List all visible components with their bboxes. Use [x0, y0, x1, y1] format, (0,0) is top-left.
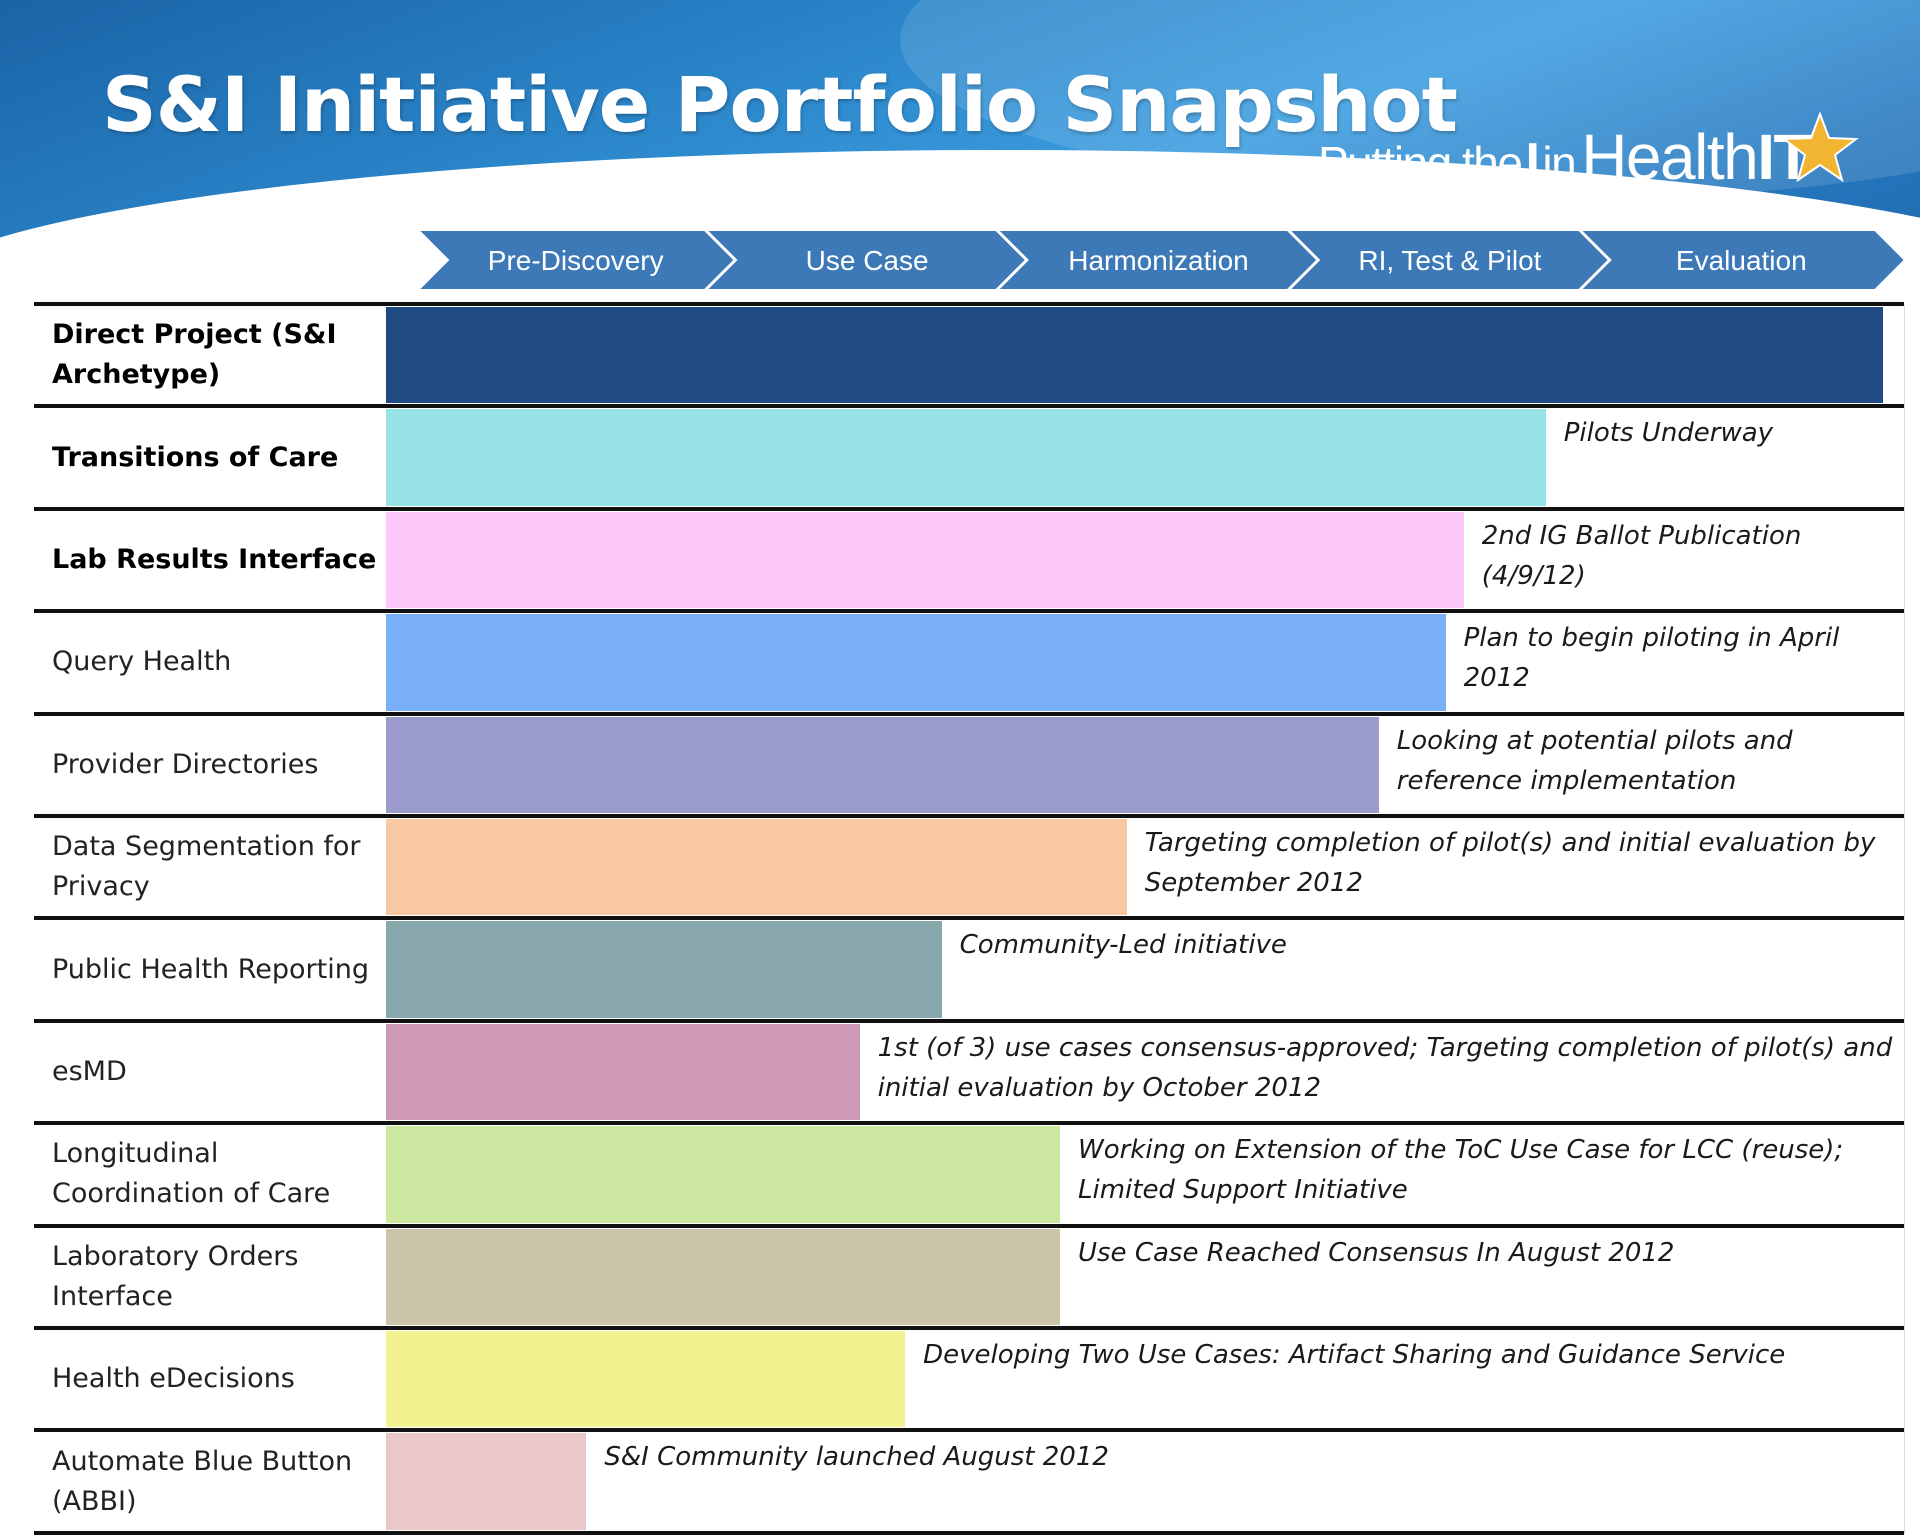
phase-label: Pre-Discovery	[488, 245, 664, 276]
phase-label: Use Case	[806, 245, 929, 276]
bar-annotation: Targeting completion of pilot(s) and ini…	[1144, 828, 1876, 898]
row-divider	[34, 711, 1904, 716]
row-divider	[34, 1223, 1904, 1228]
phase-label: Harmonization	[1068, 245, 1249, 276]
bar-annotation: Community-Led initiative	[959, 930, 1287, 961]
row-divider	[34, 609, 1904, 614]
row-label: Query Health	[52, 646, 232, 678]
chart-row: Data Segmentation for Privacy Targeting c…	[0, 814, 1920, 919]
row-divider	[34, 1428, 1904, 1433]
row-divider	[34, 1530, 1904, 1535]
row-label: Public Health Reporting	[52, 953, 369, 985]
star-icon	[1781, 112, 1859, 182]
bar-annotation: Pilots Underway	[1563, 418, 1774, 449]
row-label: Data Segmentation for Privacy	[52, 831, 361, 903]
progress-bar	[386, 1331, 906, 1428]
row-divider	[34, 1121, 1904, 1126]
progress-bar	[386, 1023, 860, 1121]
header-banner	[0, 0, 1920, 255]
logo-text-in: in	[1542, 137, 1576, 189]
row-label: Health eDecisions	[52, 1363, 295, 1395]
progress-bar	[386, 409, 1546, 506]
progress-bar	[386, 1433, 587, 1530]
phase-label: Evaluation	[1676, 245, 1807, 276]
row-label: Lab Results Interface	[52, 543, 377, 575]
bar-annotation: Developing Two Use Cases: Artifact Shari…	[923, 1340, 1786, 1370]
chart-row: Laboratory Orders Interface Use Case Reac…	[0, 1223, 1920, 1329]
logo-text-putting-the: Putting the	[1318, 137, 1523, 189]
logo-text-health: Health	[1581, 121, 1759, 193]
chart-row: Direct Project (S&I Archetype)	[0, 302, 1920, 407]
row-label: Transitions of Care	[52, 441, 339, 473]
chart-row: Public Health Reporting Community-Led ini…	[0, 916, 1920, 1021]
chart-row: Health eDecisions Developing Two Use Case…	[0, 1326, 1920, 1431]
chart-row: Query Health Plan to begin piloting in Ap…	[0, 609, 1920, 714]
row-divider	[34, 404, 1904, 409]
progress-bar	[386, 921, 942, 1018]
bar-annotation: 2nd IG Ballot Publication (4/9/12)	[1481, 520, 1802, 591]
row-divider	[34, 814, 1904, 818]
progress-bar	[386, 511, 1464, 609]
progress-bar	[386, 819, 1127, 916]
row-divider	[34, 1326, 1904, 1330]
progress-bar	[386, 307, 1883, 404]
chart-row: Transitions of Care Pilots Underway	[0, 404, 1920, 509]
row-divider	[34, 916, 1904, 921]
phase-chevron-divider	[1287, 228, 1321, 292]
progress-bar	[386, 1126, 1060, 1223]
row-label: Laboratory Orders Interface	[52, 1240, 299, 1312]
healthit-logo: Putting theIinHealthIT	[1318, 120, 1813, 193]
logo-text-it: IT	[1757, 121, 1812, 193]
row-label: Longitudinal Coordination of Care	[52, 1138, 331, 1210]
bar-annotation: S&I Community launched August 2012	[604, 1442, 1109, 1473]
row-label: Provider Directories	[52, 748, 319, 780]
chart-row: Lab Results Interface 2nd IG Ballot Publi…	[0, 506, 1920, 612]
row-label: Automate Blue Button (ABBI)	[52, 1445, 353, 1517]
logo-url: www.HealthIT.gov	[1596, 192, 1774, 215]
phase-arrow-band	[415, 229, 1907, 291]
chart-row: Longitudinal Coordination of Care Working…	[0, 1121, 1920, 1226]
row-label: Direct Project (S&I Archetype)	[52, 319, 337, 391]
phase-chevron-divider	[1578, 228, 1612, 292]
row-divider	[34, 1018, 1904, 1023]
logo-text-i: I	[1525, 133, 1539, 191]
chart-row: Provider Directories Looking at potential…	[0, 711, 1920, 817]
chart-row: esMD 1st (of 3) use cases consensus-appro…	[0, 1018, 1920, 1124]
row-divider	[34, 302, 1904, 306]
phase-header: Pre-Discovery Use Case Harmonization RI, Te…	[415, 228, 1907, 292]
bar-annotation: Plan to begin piloting in April 2012	[1463, 623, 1840, 694]
page-title: S&I Initiative Portfolio Snapshot	[102, 60, 1458, 149]
progress-bar	[386, 716, 1379, 813]
progress-bar	[386, 1228, 1060, 1325]
bar-annotation: Use Case Reached Consensus In August 201…	[1077, 1237, 1675, 1268]
bar-annotation: 1st (of 3) use cases consensus-approved;…	[877, 1032, 1893, 1103]
bar-annotation: Looking at potential pilots and referenc…	[1396, 725, 1793, 796]
phase-label: RI, Test & Pilot	[1358, 245, 1541, 276]
chart-row: Automate Blue Button (ABBI) S&I Community…	[0, 1428, 1920, 1533]
progress-bar	[386, 614, 1446, 711]
row-label: esMD	[52, 1055, 127, 1087]
phase-chevron-divider	[704, 228, 738, 292]
phase-chevron-divider	[995, 228, 1029, 292]
bar-annotation: Working on Extension of the ToC Use Case…	[1077, 1135, 1844, 1206]
row-divider	[34, 506, 1904, 511]
